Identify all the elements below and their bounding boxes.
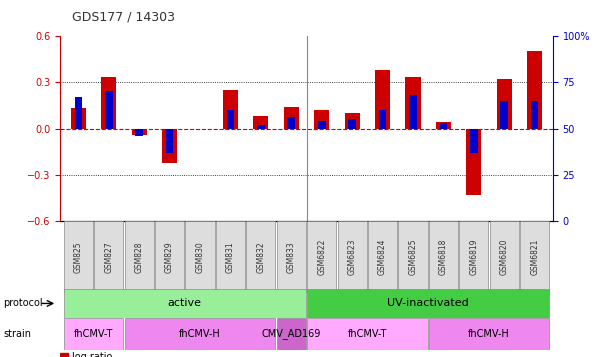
Text: GSM6825: GSM6825 [409, 239, 418, 275]
FancyBboxPatch shape [520, 221, 549, 293]
Bar [349, 119, 356, 129]
Bar [101, 77, 117, 129]
Text: GSM830: GSM830 [195, 241, 204, 273]
Bar [135, 129, 143, 136]
FancyBboxPatch shape [64, 221, 93, 293]
Bar [257, 125, 264, 129]
Bar [75, 97, 82, 129]
Bar [253, 116, 269, 129]
Bar [287, 117, 295, 129]
Text: fhCMV-T: fhCMV-T [74, 329, 113, 339]
Bar [318, 121, 326, 129]
FancyBboxPatch shape [398, 221, 427, 293]
Text: GSM6820: GSM6820 [500, 239, 508, 275]
Bar [166, 129, 174, 153]
Text: GSM825: GSM825 [74, 241, 83, 273]
Bar [527, 51, 542, 129]
FancyBboxPatch shape [124, 318, 275, 350]
Text: GSM6822: GSM6822 [317, 239, 326, 275]
Text: GSM832: GSM832 [257, 241, 266, 273]
FancyBboxPatch shape [64, 289, 306, 318]
FancyBboxPatch shape [124, 221, 154, 293]
FancyBboxPatch shape [216, 221, 245, 293]
FancyBboxPatch shape [276, 318, 306, 350]
FancyBboxPatch shape [307, 221, 337, 293]
FancyBboxPatch shape [307, 318, 427, 350]
Bar [223, 90, 238, 129]
FancyBboxPatch shape [429, 318, 549, 350]
FancyBboxPatch shape [368, 221, 397, 293]
FancyBboxPatch shape [186, 221, 215, 293]
Text: GSM6821: GSM6821 [530, 239, 539, 275]
Bar [409, 95, 416, 129]
Text: strain: strain [3, 329, 31, 339]
Text: GSM828: GSM828 [135, 241, 144, 273]
Bar [162, 129, 177, 162]
Bar [496, 79, 512, 129]
Bar [501, 101, 508, 129]
Text: GSM829: GSM829 [165, 241, 174, 273]
FancyBboxPatch shape [246, 221, 275, 293]
FancyBboxPatch shape [429, 221, 458, 293]
FancyBboxPatch shape [155, 221, 185, 293]
Text: protocol: protocol [3, 298, 43, 308]
Text: fhCMV-H: fhCMV-H [179, 329, 221, 339]
Text: fhCMV-H: fhCMV-H [468, 329, 510, 339]
Text: GSM831: GSM831 [226, 241, 235, 273]
Bar [314, 110, 329, 129]
Text: fhCMV-T: fhCMV-T [347, 329, 387, 339]
Bar [406, 77, 421, 129]
FancyBboxPatch shape [307, 289, 549, 318]
Text: CMV_AD169: CMV_AD169 [261, 328, 321, 339]
Bar [344, 113, 360, 129]
FancyBboxPatch shape [276, 221, 306, 293]
Text: UV-inactivated: UV-inactivated [387, 298, 469, 308]
Bar [375, 70, 390, 129]
Bar [436, 122, 451, 129]
Bar [470, 129, 478, 153]
FancyBboxPatch shape [338, 221, 367, 293]
Bar [132, 129, 147, 135]
FancyBboxPatch shape [490, 221, 519, 293]
Bar [71, 109, 86, 129]
Text: GSM6823: GSM6823 [347, 239, 356, 275]
Text: GSM6818: GSM6818 [439, 239, 448, 275]
Text: GSM827: GSM827 [105, 241, 113, 273]
Bar [439, 123, 447, 129]
Text: GDS177 / 14303: GDS177 / 14303 [72, 11, 175, 24]
FancyBboxPatch shape [94, 221, 123, 293]
Bar [531, 101, 538, 129]
Text: GSM6824: GSM6824 [378, 239, 387, 275]
FancyBboxPatch shape [459, 221, 489, 293]
Bar [379, 110, 386, 129]
Bar [60, 353, 67, 357]
Text: GSM6819: GSM6819 [469, 239, 478, 275]
Bar [227, 110, 234, 129]
Bar [284, 107, 299, 129]
FancyBboxPatch shape [64, 318, 123, 350]
Bar [466, 129, 481, 195]
Text: log ratio: log ratio [72, 352, 112, 357]
Bar [105, 91, 112, 129]
Text: GSM833: GSM833 [287, 241, 296, 273]
Text: active: active [168, 298, 202, 308]
